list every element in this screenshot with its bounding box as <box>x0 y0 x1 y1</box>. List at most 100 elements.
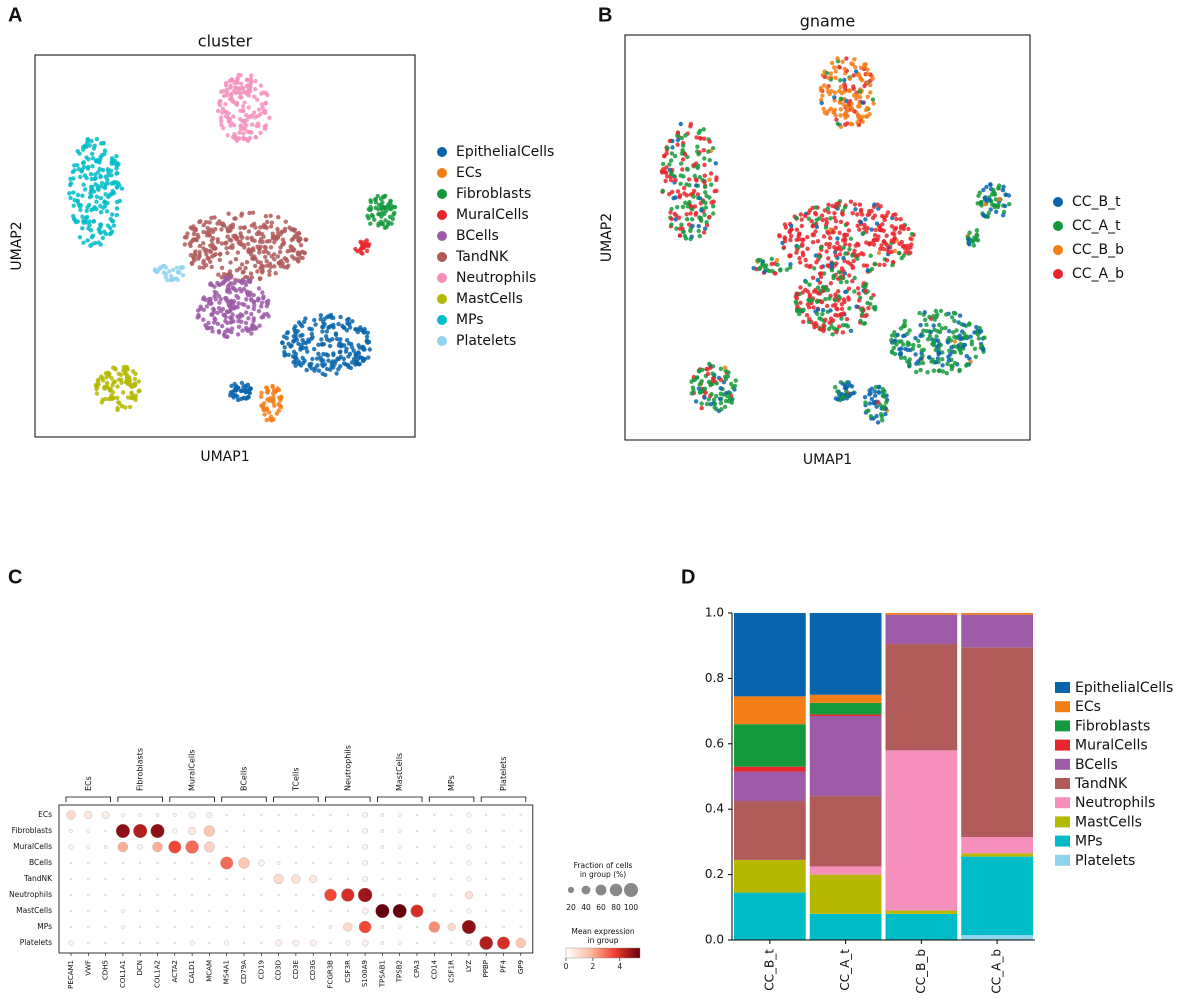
umap-point <box>873 227 878 233</box>
dot <box>260 909 263 913</box>
umap-point <box>669 206 674 212</box>
umap-point <box>119 404 125 409</box>
umap-point <box>196 314 201 319</box>
group-label: MPs <box>447 775 456 791</box>
umap-point <box>209 312 215 317</box>
legend-swatch <box>1055 797 1070 809</box>
umap-point <box>98 196 104 201</box>
umap-point <box>961 322 966 327</box>
dot <box>156 909 159 913</box>
dot <box>346 813 349 817</box>
umap-point <box>685 217 690 222</box>
umap-point <box>98 203 103 209</box>
umap-point <box>850 253 855 258</box>
umap-point <box>236 240 241 245</box>
umap-point <box>839 91 844 96</box>
size-legend-title: Fraction of cells <box>574 861 633 870</box>
dot <box>358 920 372 934</box>
umap-point <box>346 341 352 346</box>
umap-point <box>256 246 262 251</box>
umap-point <box>105 177 110 182</box>
umap-point <box>832 95 837 100</box>
umap-point <box>832 326 837 331</box>
umap-point <box>855 120 860 125</box>
umap-point <box>822 83 827 88</box>
group-label: Neutrophils <box>343 745 352 791</box>
umap-point <box>799 308 804 313</box>
umap-point <box>777 234 782 239</box>
umap-point <box>830 332 835 337</box>
gene-label: MCAM <box>205 960 213 982</box>
umap-point <box>253 87 258 92</box>
umap-point <box>974 237 979 242</box>
row-label: Platelets <box>20 938 52 947</box>
umap-point <box>670 145 675 150</box>
legend-swatch <box>1055 816 1070 828</box>
dot <box>87 909 90 913</box>
umap-point <box>972 346 978 351</box>
umap-point <box>926 337 931 342</box>
umap-point <box>863 288 868 294</box>
umap-point <box>123 405 128 410</box>
umap-point <box>249 252 254 257</box>
umap-point <box>203 220 209 225</box>
umap-point <box>880 213 885 219</box>
umap-point <box>884 213 889 218</box>
umap-point <box>132 381 138 386</box>
umap-point <box>966 237 971 242</box>
umap-point <box>229 95 234 101</box>
umap-point <box>252 110 257 115</box>
dot <box>294 813 298 817</box>
umap-point <box>722 404 728 409</box>
umap-point <box>669 216 674 222</box>
dot <box>121 893 125 897</box>
legend-label: TandNK <box>1074 776 1128 792</box>
umap-point <box>826 202 831 207</box>
umap-point <box>344 328 350 333</box>
umap-point <box>819 213 825 218</box>
umap-point <box>255 269 260 274</box>
umap-point <box>837 252 843 257</box>
dot <box>433 909 436 913</box>
umap-point <box>1000 188 1006 193</box>
umap-point <box>937 322 942 328</box>
size-legend-dot <box>567 886 575 894</box>
umap-point <box>701 230 707 235</box>
gene-label: MS4A1 <box>223 960 231 984</box>
umap-point <box>862 83 867 89</box>
umap-point <box>204 252 209 257</box>
umap-point <box>304 367 309 373</box>
umap-point <box>798 212 804 217</box>
dot <box>258 859 265 867</box>
umap-point <box>248 271 254 276</box>
umap-point <box>778 267 783 272</box>
dot <box>485 829 488 833</box>
umap-point <box>982 335 987 340</box>
umap-point <box>675 189 681 194</box>
dot <box>172 828 178 834</box>
umap-point <box>874 404 879 409</box>
umap-point <box>794 237 799 242</box>
umap-point <box>885 243 890 248</box>
umap-point <box>884 233 889 238</box>
umap-point <box>100 397 105 402</box>
umap-point <box>832 245 837 250</box>
umap-point <box>917 310 922 316</box>
umap-point <box>710 146 716 151</box>
umap-point <box>226 302 232 307</box>
umap-point <box>810 275 816 280</box>
dot <box>225 893 228 897</box>
umap-point <box>271 400 276 405</box>
umap-point <box>932 317 937 322</box>
umap-point <box>343 349 349 354</box>
umap-point <box>318 313 324 318</box>
umap-point <box>354 359 359 365</box>
umap-point <box>235 394 240 399</box>
dot <box>260 829 263 833</box>
umap-point <box>987 197 992 202</box>
umap-point <box>946 336 952 341</box>
umap-point <box>713 161 718 166</box>
umap-point <box>683 133 688 138</box>
dot <box>87 877 90 881</box>
umap-point <box>684 182 689 187</box>
